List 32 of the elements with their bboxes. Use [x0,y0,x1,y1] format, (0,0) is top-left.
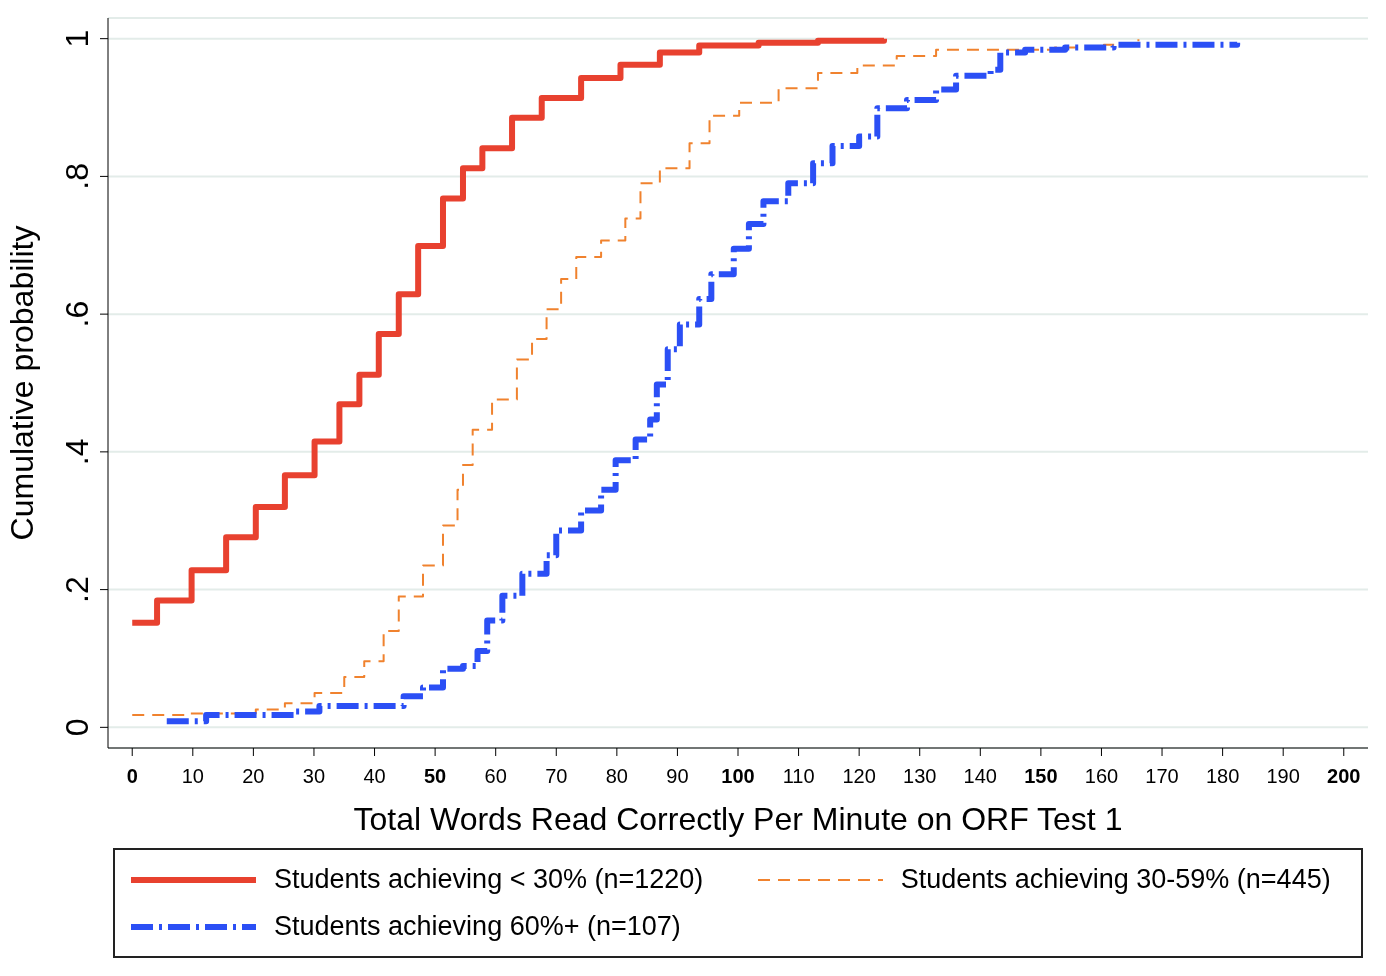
y-axis-title: Cumulative probability [4,225,41,541]
x-tick-label: 190 [1266,765,1300,787]
y-tick-label: .6 [59,300,95,328]
legend-label: Students achieving < 30% (n=1220) [274,864,704,895]
x-tick-label: 20 [242,765,265,787]
x-tick-label: 160 [1084,765,1119,787]
x-tick-label: 0 [126,765,138,787]
x-axis-title: Total Words Read Correctly Per Minute on ORF Test 1 [353,801,1123,837]
y-tick-label: 0 [59,718,95,737]
x-tick-label: 130 [903,765,937,787]
x-tick-label: 60 [484,765,507,787]
x-tick-label: 30 [302,765,326,787]
y-tick-label: .2 [59,576,95,603]
x-tick-label: 70 [545,765,568,787]
x-tick-label: 100 [721,765,755,787]
y-tick-label: 1 [59,29,95,48]
x-tick-label: 170 [1145,765,1179,787]
x-tick-label: 40 [363,765,386,787]
x-tick-label: 90 [666,765,689,787]
legend-label: Students achieving 30-59% (n=445) [900,864,1331,895]
x-tick-label: 120 [842,765,876,787]
y-tick-label: .8 [59,163,95,190]
x-tick-label: 50 [423,765,447,787]
x-tick-label: 10 [181,765,204,787]
x-tick-label: 200 [1327,765,1361,787]
legend-label: Students achieving 60%+ (n=107) [274,911,681,942]
x-tick-label: 150 [1024,765,1058,787]
x-tick-label: 110 [782,765,815,787]
x-tick-label: 180 [1205,765,1240,787]
y-tick-label: .4 [59,438,95,466]
x-tick-label: 140 [963,765,997,787]
x-tick-label: 80 [605,765,628,787]
